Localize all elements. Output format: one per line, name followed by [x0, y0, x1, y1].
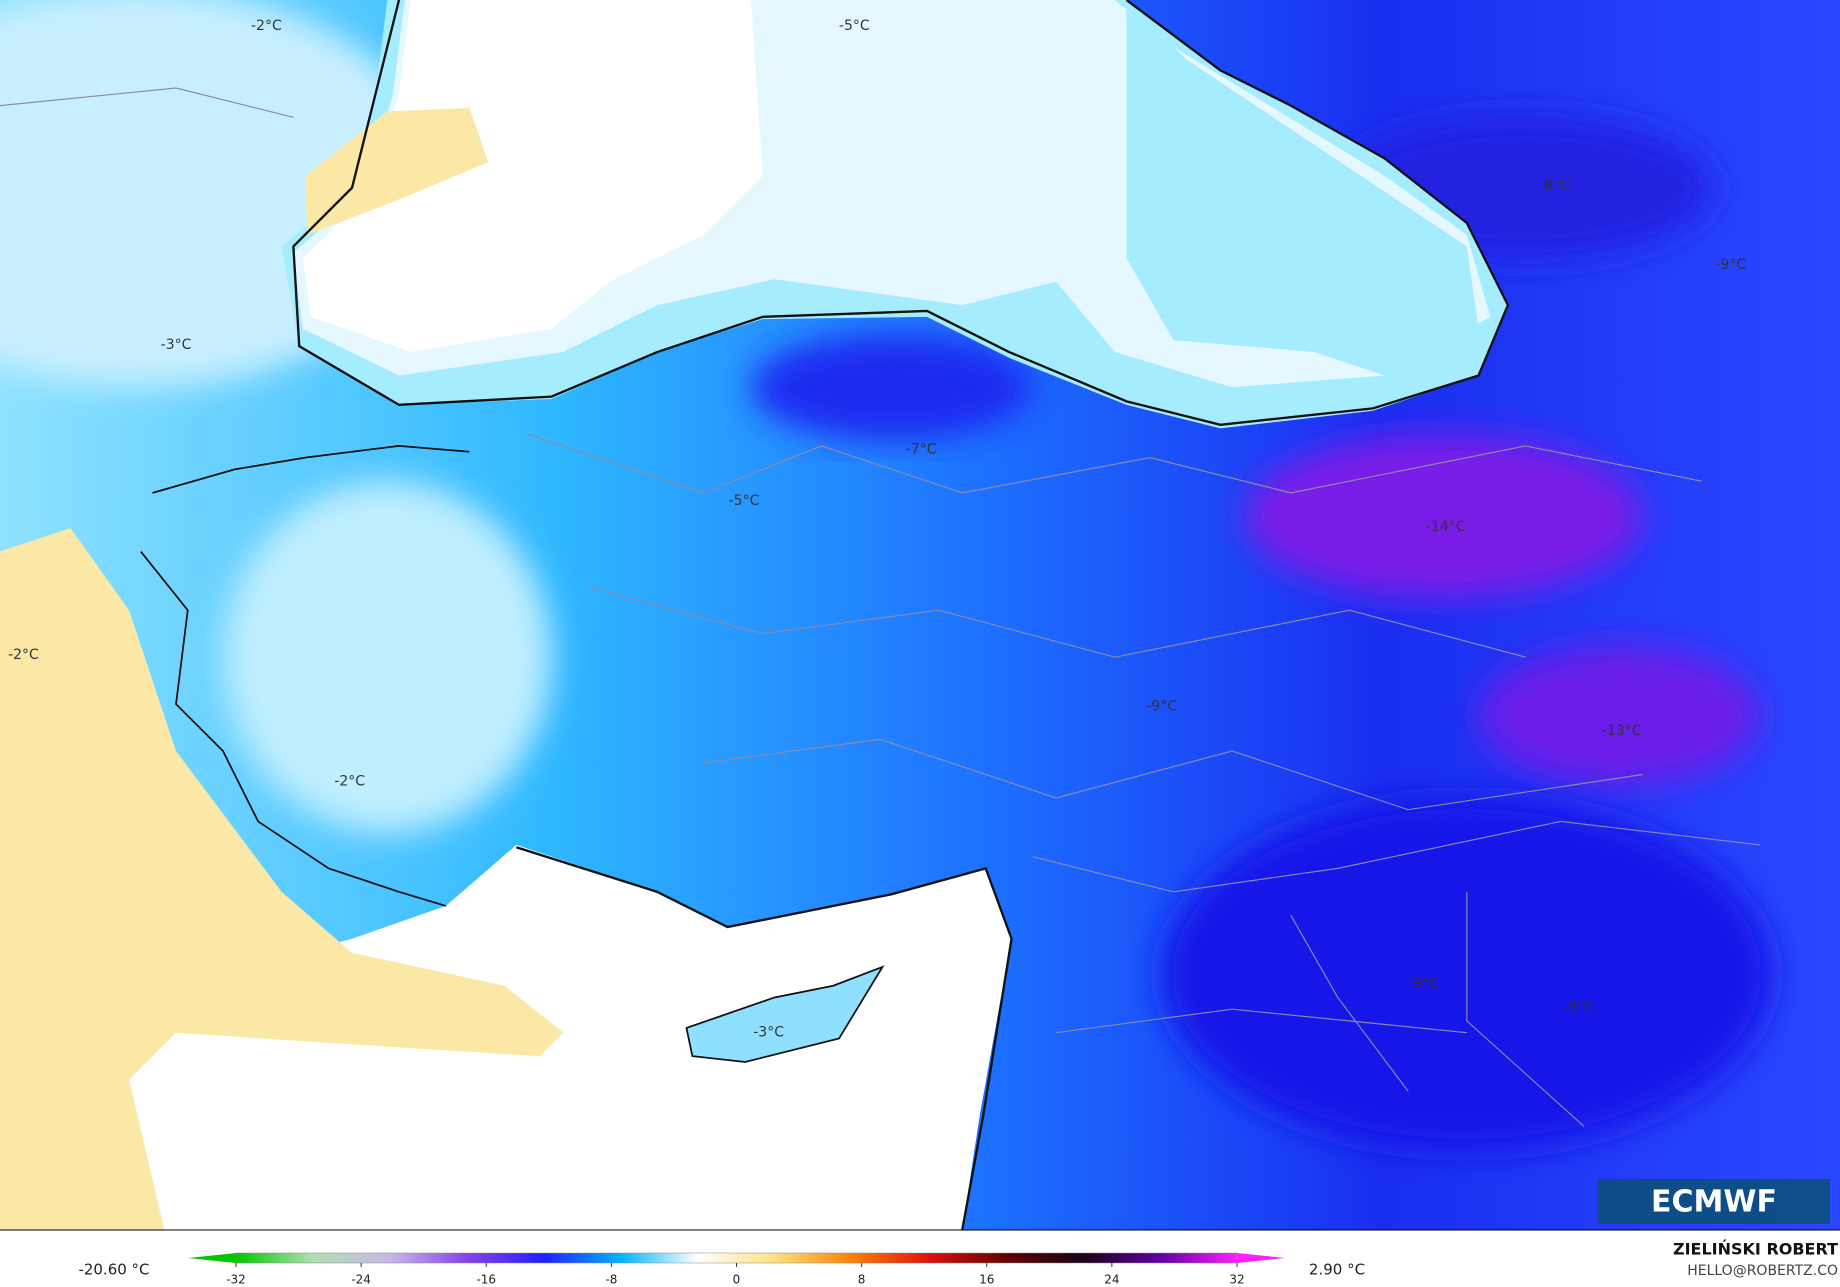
temperature-label: -9°C — [1408, 975, 1439, 991]
temperature-label: -9°C — [1146, 698, 1177, 714]
borders — [0, 87, 1761, 1127]
temperature-label: -5°C — [839, 18, 870, 34]
colorbar-extend — [188, 1253, 236, 1263]
logo-box — [1598, 1179, 1830, 1224]
colorbar-min: -20.60 °C — [78, 1261, 149, 1279]
cold-core — [1243, 434, 1643, 599]
temperature-label: -2°C — [251, 18, 282, 34]
cold-patch — [222, 481, 552, 834]
temperature-label: -3°C — [161, 337, 192, 353]
colorbar-tick-label: -16 — [476, 1273, 496, 1287]
temperature-label: -5°C — [729, 493, 760, 509]
warm-area — [0, 528, 564, 1230]
map-layer — [0, 0, 1840, 1230]
temperature-label: -2°C — [8, 647, 39, 663]
temperature-label: -14°C — [1426, 519, 1466, 535]
colorbar-tick-label: 32 — [1229, 1273, 1244, 1287]
temperature-label: -2°C — [334, 774, 365, 790]
cold-area — [751, 334, 1033, 441]
coastline — [515, 846, 1013, 1230]
cold-core — [1478, 645, 1761, 787]
temperature-label: -7°C — [906, 441, 937, 457]
colorbar-extend — [1237, 1253, 1285, 1263]
colorbar-max: 2.90 °C — [1309, 1261, 1365, 1279]
temperature-label: -9°C — [1716, 257, 1747, 273]
colorbar-tick-label: 8 — [858, 1273, 866, 1287]
warm-area — [305, 107, 489, 235]
coastline — [292, 0, 1510, 426]
colorbar-tick-label: -24 — [351, 1273, 371, 1287]
temperature-label: -13°C — [1602, 723, 1642, 739]
black-sea-core — [302, 0, 763, 353]
coastline — [140, 445, 470, 907]
cyprus — [685, 965, 885, 1063]
colorbar-tick-label: 16 — [979, 1273, 994, 1287]
credit-name: ZIELIŃSKI ROBERT — [1673, 1240, 1838, 1259]
colorbar-tick-label: 0 — [733, 1273, 741, 1287]
credit-email: HELLO@ROBERTZ.CO — [1687, 1263, 1838, 1279]
temperature-label: -9°C — [1563, 1000, 1594, 1016]
colorbar-tick-label: -8 — [605, 1273, 617, 1287]
temperature-label: -3°C — [753, 1025, 784, 1041]
logo: ECMWF — [1651, 1185, 1777, 1220]
black-sea-east — [1126, 0, 1479, 376]
temperature-label: -8°C — [1539, 177, 1570, 193]
colorbar — [235, 1252, 1238, 1264]
colorbar-tick-label: 24 — [1104, 1273, 1119, 1287]
colorbar-tick-label: -32 — [226, 1273, 246, 1287]
